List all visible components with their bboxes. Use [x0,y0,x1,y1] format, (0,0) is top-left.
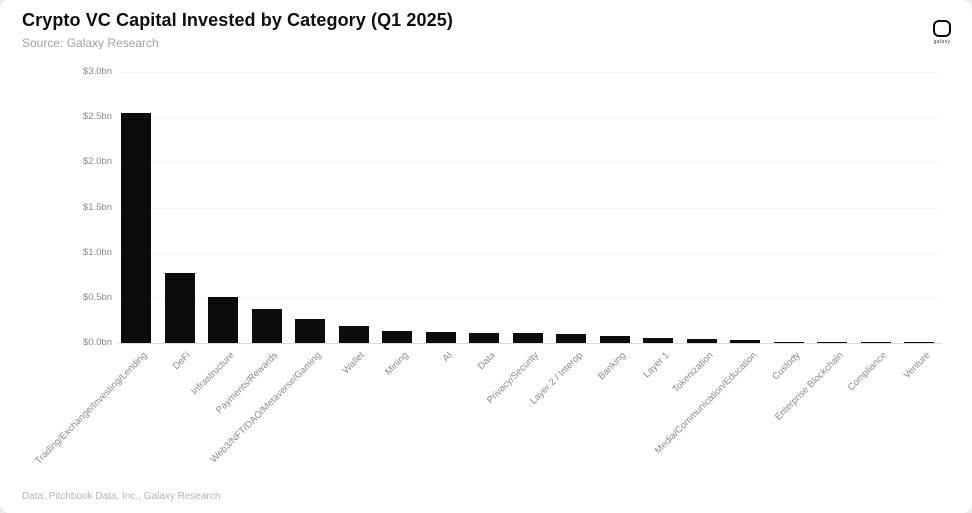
gridline [120,252,940,254]
bar-2 [164,273,195,343]
y-axis-tick-label: $2.5bn [82,111,112,123]
y-axis-tick-label: $1.0bn [82,246,112,258]
x-axis-label: Data [475,350,498,372]
bar-12 [599,335,630,343]
x-axis-label: Trading/Exchange/Investing/Lending [33,350,150,467]
bar-15 [730,340,760,343]
bar-18 [860,342,891,343]
galaxy-logo-icon [933,20,951,37]
bar-8 [425,332,456,343]
x-axis-label: Venture [901,350,933,381]
x-axis-label: Layer 1 [641,350,672,381]
gridline [120,162,940,164]
bar-4 [251,308,282,343]
bar-14 [686,339,717,343]
x-axis-label: AI [440,350,455,365]
y-axis-tick-label: $2.0bn [82,156,112,168]
x-axis-line [118,343,942,344]
bar-7 [382,331,412,343]
bar-11 [556,334,586,343]
x-axis-label: DeFi [171,350,194,372]
bar-16 [773,341,804,343]
bar-19 [904,342,934,343]
data-attribution: Data: Pitchbook Data, Inc., Galaxy Resea… [22,491,221,502]
x-axis-label: Banking [596,350,629,383]
bar-13 [643,337,673,343]
gridline [120,72,940,73]
y-axis-tick-label: $1.5bn [82,201,112,213]
y-axis-tick-label: $0.5bn [82,291,112,303]
bar-5 [295,318,325,343]
x-axis-label: Custody [769,350,803,383]
y-axis-tick-label: $3.0bn [82,66,112,77]
galaxy-logo: galaxy [924,20,960,45]
x-axis-label: Wallet [341,350,368,377]
bar-10 [512,333,543,343]
bar-3 [208,296,238,343]
y-axis-tick-label: $0.0bn [82,337,112,348]
x-axis-label: Compliance [846,350,890,394]
bar-6 [338,325,369,343]
gridline [120,207,940,209]
bar-17 [817,342,847,343]
x-axis-label: Mining [383,350,411,378]
bar-9 [469,333,499,343]
x-axis-label: Tokenization [670,350,716,396]
x-axis-label: Infrastructure [189,350,237,398]
galaxy-logo-text: galaxy [933,39,951,45]
gridline [120,117,940,119]
bar-1 [121,112,151,343]
chart-source: Source: Galaxy Research [22,36,159,50]
gridline [120,297,940,299]
page-title: Crypto VC Capital Invested by Category (… [22,10,453,30]
